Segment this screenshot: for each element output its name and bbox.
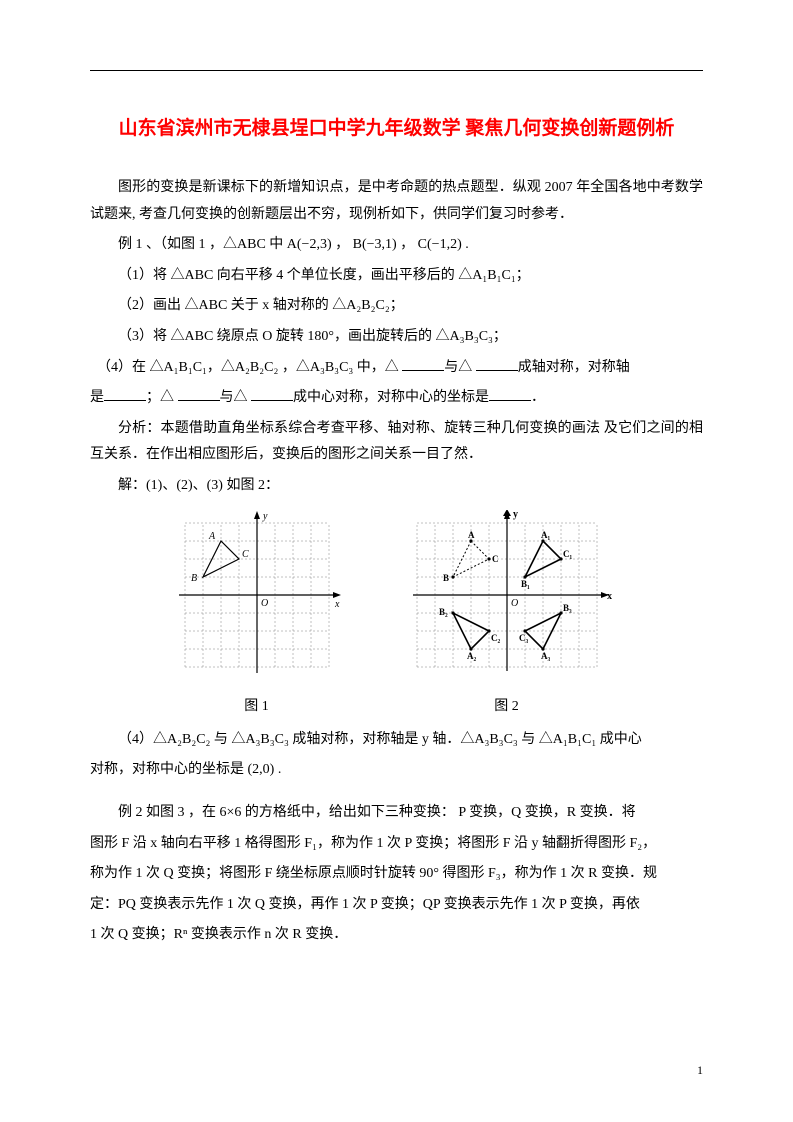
svg-text:y: y	[262, 511, 268, 522]
blank-2	[476, 357, 518, 371]
svg-text:C₃: C₃	[519, 633, 528, 643]
svg-text:B₃: B₃	[563, 603, 572, 613]
figures-row: A B C Ox y 图 1 Ox y A B C A₁ B₁ C₁ A₂ B₂ C₂ A₃ B₃ C₃ 图 2	[90, 510, 703, 721]
ex2-p4: 定：PQ 变换表示先作 1 次 Q 变换，再作 1 次 P 变换；QP 变换表示…	[90, 892, 703, 919]
svg-text:C: C	[492, 554, 499, 564]
svg-text:A₁: A₁	[541, 530, 550, 540]
ex1-q1: （1）将 △ABC 向右平移 4 个单位长度，画出平移后的 △A₁B₁C₁；	[90, 263, 703, 290]
ex1-q3: （3）将 △ABC 绕原点 O 旋转 180°，画出旋转后的 △A₃B₃C₃；	[90, 324, 703, 351]
ex1-q4d: 是	[90, 390, 104, 405]
svg-text:A₂: A₂	[467, 651, 476, 661]
svg-text:A₃: A₃	[541, 651, 550, 661]
figure-1: A B C Ox y	[172, 510, 342, 680]
figure-2-caption: 图 2	[392, 694, 622, 721]
ex1-q4b: 与△	[444, 360, 476, 375]
svg-text:y: y	[513, 510, 518, 520]
svg-text:C₁: C₁	[563, 549, 572, 559]
figure-2: Ox y A B C A₁ B₁ C₁ A₂ B₂ C₂ A₃ B₃ C₃	[392, 510, 622, 680]
solution-line: 解：(1)、(2)、(3) 如图 2：	[90, 473, 703, 500]
svg-text:B: B	[191, 573, 197, 584]
ex1-q4e: ；△	[146, 390, 178, 405]
top-rule	[90, 70, 703, 71]
ex2-p2: 图形 F 沿 x 轴向右平移 1 格得图形 F₁，称为作 1 次 P 变换；将图…	[90, 831, 703, 858]
svg-text:A: A	[468, 530, 475, 540]
ex2-p5: 1 次 Q 变换；Rⁿ 变换表示作 n 次 R 变换．	[90, 922, 703, 949]
blank-1	[402, 357, 444, 371]
page-number: 1	[697, 1059, 703, 1082]
ex2-p1: 例 2 如图 3 ，在 6×6 的方格纸中，给出如下三种变换： P 变换，Q 变…	[90, 800, 703, 827]
svg-text:x: x	[607, 591, 612, 602]
figure-1-caption: 图 1	[172, 694, 342, 721]
svg-text:A: A	[208, 531, 216, 542]
analysis: 分析：本题借助直角坐标系综合考查平移、轴对称、旋转三种几何变换的画法 及它们之间…	[90, 416, 703, 469]
svg-text:B₁: B₁	[521, 579, 530, 589]
ex1-lead: 例 1 、（如图 1 ，	[118, 237, 223, 252]
page: 山东省滨州市无棣县埕口中学九年级数学 聚焦几何变换创新题例析 图形的变换是新课标…	[0, 0, 793, 1122]
svg-text:B₂: B₂	[439, 607, 448, 617]
ex1-tri: △ABC 中 A(−2,3) ， B(−3,1) ， C(−1,2) .	[223, 237, 469, 252]
ex1-q2: （2）画出 △ABC 关于 x 轴对称的 △A₂B₂C₂；	[90, 293, 703, 320]
svg-text:B: B	[443, 573, 449, 583]
blank-4	[178, 388, 220, 402]
answer-4b: 对称，对称中心的坐标是 (2,0) .	[90, 757, 703, 784]
spacer	[90, 788, 703, 796]
svg-text:C: C	[242, 549, 249, 560]
blank-6	[489, 388, 531, 402]
answer-4a: （4）△A₂B₂C₂ 与 △A₃B₃C₃ 成轴对称，对称轴是 y 轴．△A₃B₃…	[90, 727, 703, 754]
example1-lead: 例 1 、（如图 1 ，△ABC 中 A(−2,3) ， B(−3,1) ， C…	[90, 232, 703, 259]
ex2-p3: 称为作 1 次 Q 变换；将图形 F 绕坐标原点顺时针旋转 90° 得图形 F₃…	[90, 861, 703, 888]
blank-5	[251, 388, 293, 402]
ex1-q4f: 与△	[220, 390, 252, 405]
page-title: 山东省滨州市无棣县埕口中学九年级数学 聚焦几何变换创新题例析	[90, 111, 703, 147]
ex1-q4g: 成中心对称，对称中心的坐标是	[293, 390, 489, 405]
figure-1-block: A B C Ox y 图 1	[172, 510, 342, 721]
ex1-q4a: （4）在 △A₁B₁C₁，△A₂B₂C₂ ，△A₃B₃C₃ 中，△	[104, 360, 402, 375]
ex1-q4: （4）在 △A₁B₁C₁，△A₂B₂C₂ ，△A₃B₃C₃ 中，△ 与△ 成轴对…	[90, 355, 703, 382]
svg-text:x: x	[334, 599, 340, 610]
ex1-q4h: ．	[531, 390, 545, 405]
ex1-q4c: 成轴对称，对称轴	[518, 360, 630, 375]
svg-text:O: O	[261, 598, 268, 609]
figure-2-block: Ox y A B C A₁ B₁ C₁ A₂ B₂ C₂ A₃ B₃ C₃ 图 2	[392, 510, 622, 721]
svg-text:C₂: C₂	[491, 633, 500, 643]
svg-text:O: O	[511, 598, 518, 609]
blank-3	[104, 388, 146, 402]
intro-paragraph: 图形的变换是新课标下的新增知识点，是中考命题的热点题型．纵观 2007 年全国各…	[90, 175, 703, 228]
ex1-q4-line2: 是 ；△ 与△ 成中心对称，对称中心的坐标是 ．	[90, 385, 703, 412]
